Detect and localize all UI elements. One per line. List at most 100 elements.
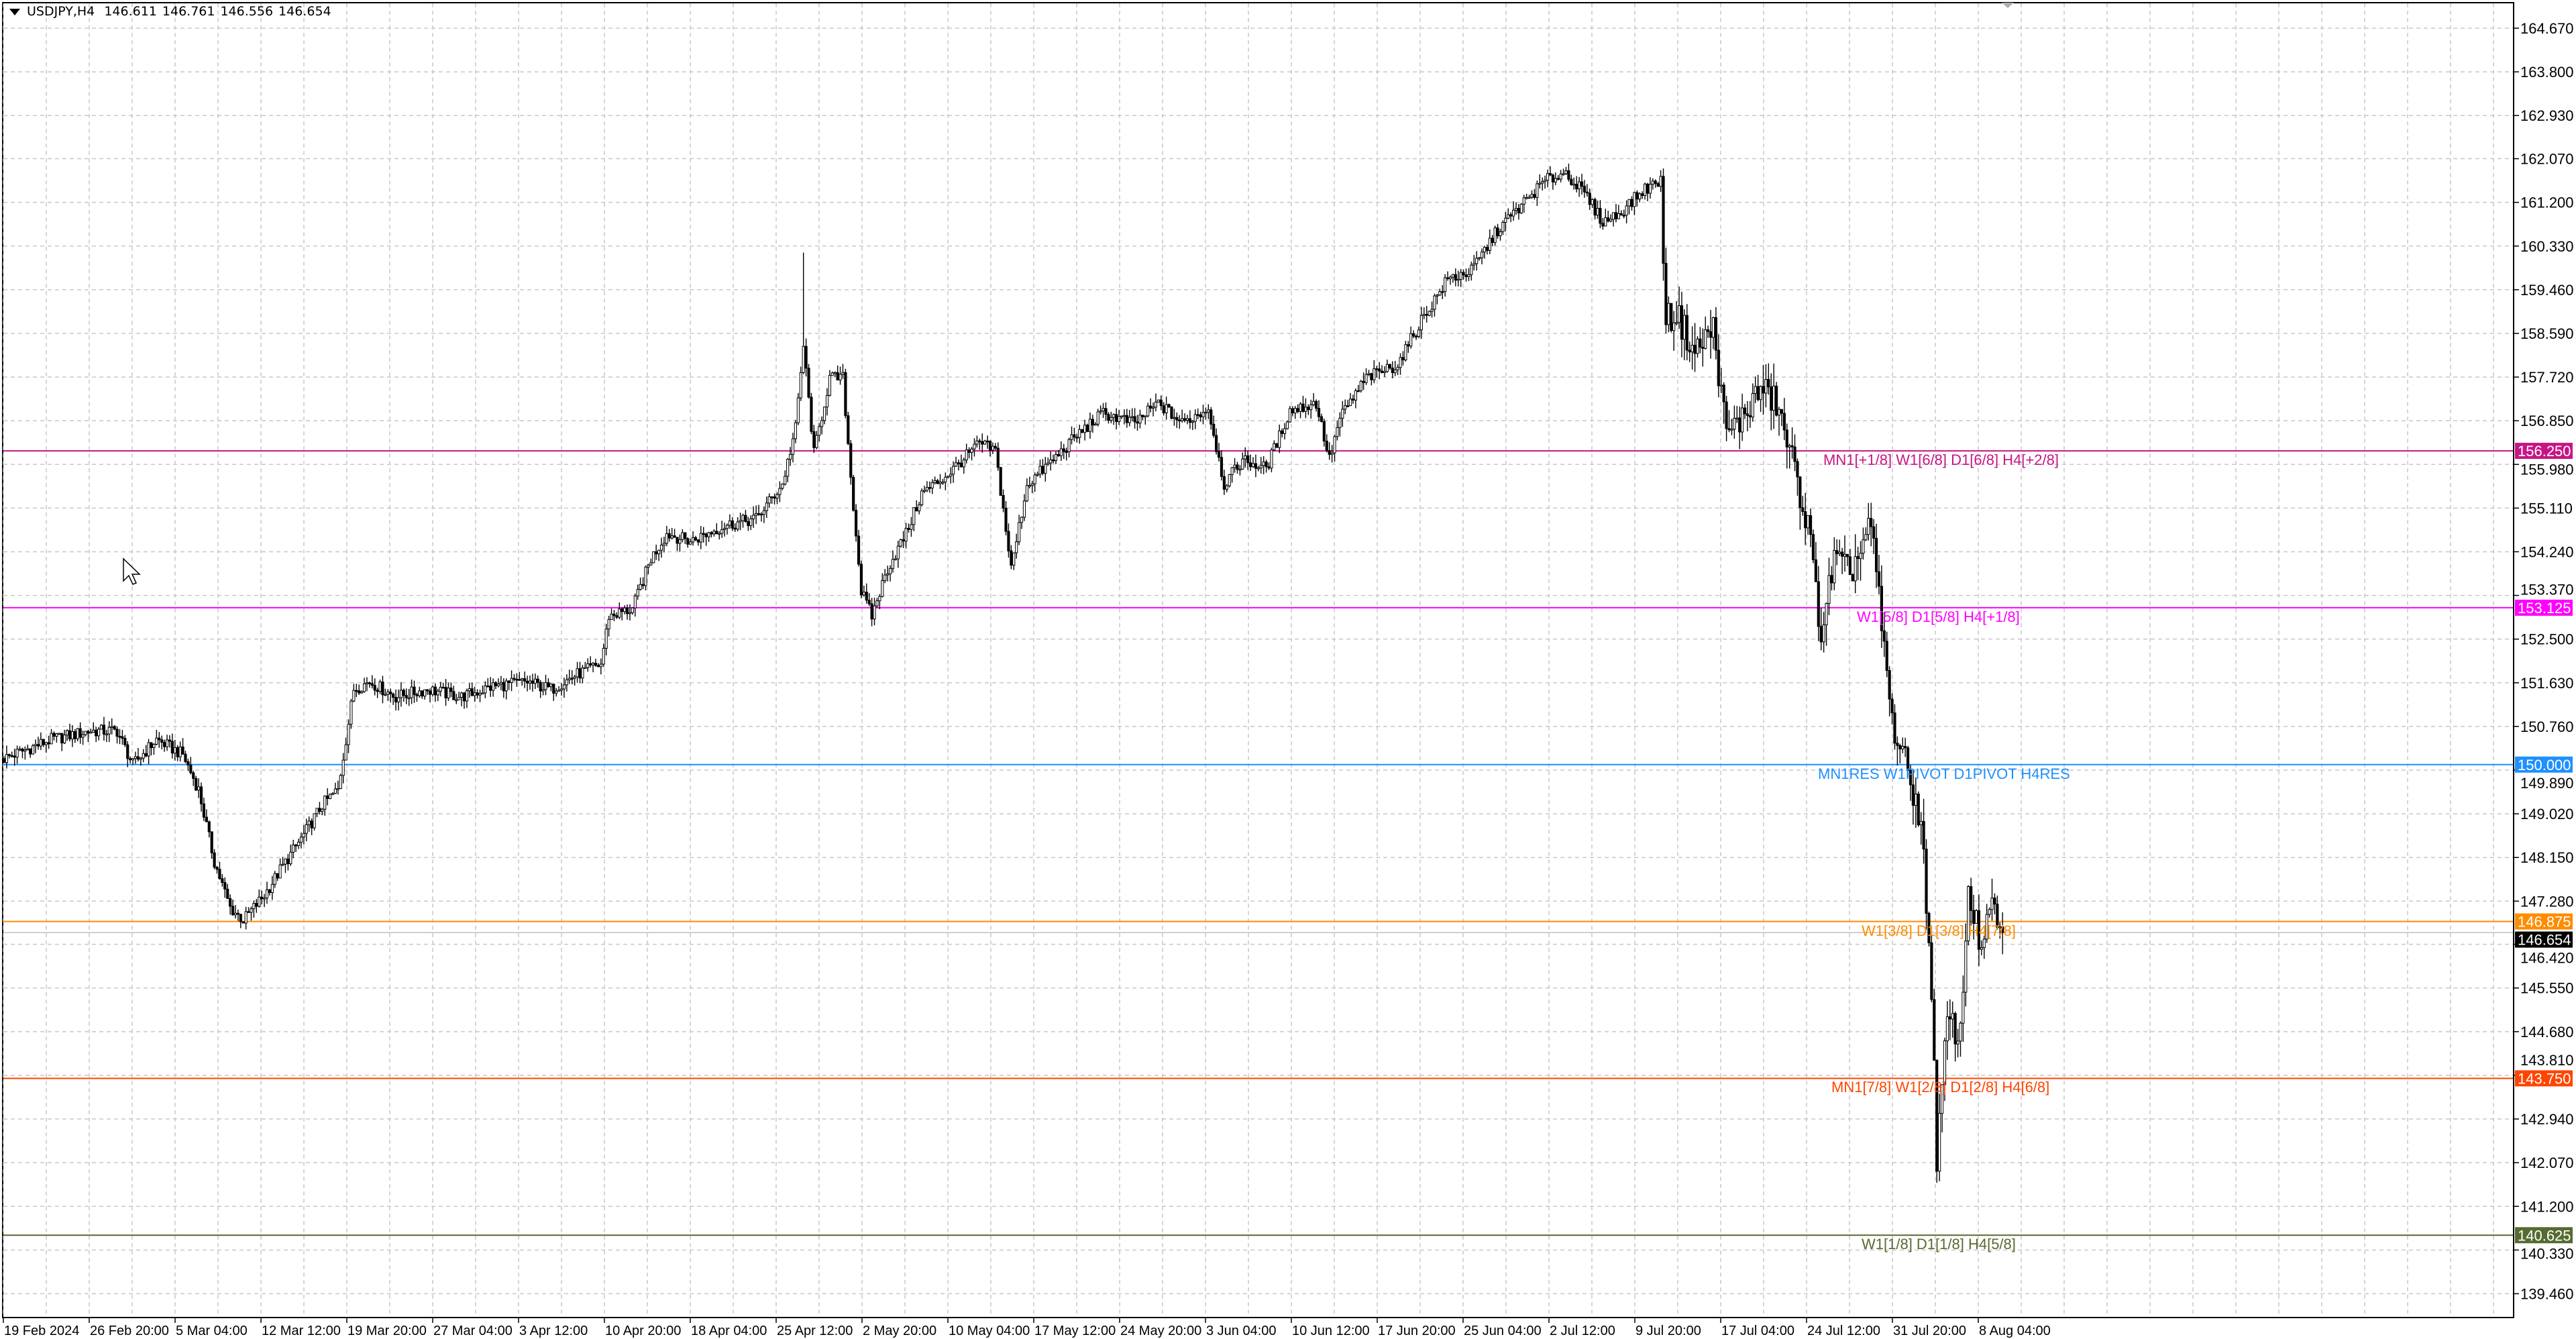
- candle: [326, 788, 329, 806]
- candle-body-bear: [218, 869, 221, 879]
- price-tick-label: 155.980: [2520, 461, 2574, 478]
- candle-body-bear: [1911, 784, 1915, 806]
- candle-body-bull: [755, 513, 758, 516]
- candle: [1291, 406, 1294, 417]
- candle: [739, 513, 742, 531]
- candle: [286, 854, 290, 871]
- dropdown-triangle-icon[interactable]: [9, 8, 20, 15]
- candle: [1002, 489, 1005, 513]
- candle-body-bull: [131, 758, 135, 761]
- candle: [1690, 326, 1694, 370]
- candle: [1033, 472, 1036, 492]
- candle-body-bear: [1656, 183, 1660, 187]
- price-tick-label: 162.930: [2520, 107, 2574, 124]
- candle-body-bull: [1238, 468, 1242, 471]
- candle-body-bear: [1301, 403, 1305, 412]
- candle: [186, 758, 190, 771]
- candle: [744, 510, 747, 523]
- candle: [1093, 422, 1097, 426]
- candle: [1593, 197, 1597, 220]
- candle: [1519, 203, 1523, 214]
- candle: [478, 689, 482, 702]
- candle: [847, 411, 850, 445]
- candle: [1717, 334, 1720, 398]
- candle-body-bear: [870, 603, 873, 620]
- candle: [1917, 791, 1920, 827]
- candle: [1448, 275, 1452, 285]
- ohlc-close: 146.654: [278, 4, 331, 19]
- candle: [1714, 307, 1718, 360]
- candle-body-bear: [1149, 405, 1152, 409]
- candle-body-bull: [384, 694, 387, 696]
- candle: [981, 433, 984, 453]
- candle-body-bull: [1083, 425, 1087, 433]
- candle: [1159, 395, 1163, 411]
- candle: [1927, 911, 1931, 947]
- candle: [904, 523, 908, 549]
- candle-body-bear: [1567, 170, 1570, 180]
- candle-body-bear: [513, 678, 516, 680]
- candle: [444, 679, 447, 706]
- candle: [667, 529, 671, 542]
- time-axis[interactable]: 19 Feb 2024 26 Feb 20:00 5 Mar 04:00 12 Mar…: [3, 1318, 2051, 1338]
- candle-body-bull: [752, 515, 755, 519]
- price-tick-label: 158.590: [2520, 325, 2574, 342]
- candle-body-bear: [1767, 378, 1770, 388]
- candle: [207, 820, 211, 838]
- candle-body-bull: [302, 833, 305, 838]
- candle-body-bull: [678, 539, 682, 544]
- candle: [820, 416, 824, 435]
- candle: [213, 849, 216, 869]
- candle: [115, 726, 119, 744]
- candle: [321, 808, 324, 816]
- candle-body-bear: [1159, 399, 1163, 407]
- candle-body-bear: [1774, 386, 1778, 416]
- candle-body-bull: [1304, 407, 1307, 412]
- candle-body-bear: [310, 820, 313, 828]
- candle-body-bull: [244, 911, 248, 924]
- candle: [176, 745, 179, 761]
- price-axis[interactable]: 164.670163.800162.930162.070161.200160.3…: [2514, 20, 2574, 1302]
- candle: [633, 593, 637, 617]
- level-label: MN1[7/8] W1[2/8] D1[2/8] H4[6/8]: [1831, 1079, 2050, 1096]
- candle: [722, 523, 727, 537]
- candle: [1478, 256, 1481, 261]
- price-tick-label: 140.330: [2520, 1245, 2574, 1262]
- candle-body-bull: [918, 504, 921, 512]
- candle: [121, 729, 124, 745]
- candle: [631, 607, 634, 615]
- candle: [1141, 415, 1144, 421]
- candle: [1672, 311, 1676, 351]
- candle: [1012, 552, 1016, 570]
- candle-body-bull: [197, 786, 201, 791]
- chart-area[interactable]: [2, 2, 2514, 1318]
- candle: [589, 656, 592, 667]
- candle: [1725, 396, 1728, 441]
- candle-body-bull: [1344, 405, 1347, 410]
- candle-body-bull: [839, 374, 842, 381]
- candle-body-bull: [1309, 404, 1313, 411]
- candle: [113, 725, 116, 731]
- candle-body-bull: [418, 690, 421, 696]
- candle-body-bull: [1696, 338, 1699, 354]
- candle: [278, 858, 282, 879]
- candle: [1157, 399, 1160, 403]
- candle-body-bear: [433, 686, 437, 696]
- candle: [1825, 602, 1828, 646]
- candle-body-bull: [1241, 458, 1244, 470]
- price-tick-label: 163.800: [2520, 64, 2574, 81]
- candle: [421, 690, 424, 699]
- candle-body-bear: [121, 736, 124, 739]
- candle: [241, 921, 245, 924]
- candle: [623, 605, 627, 614]
- candle-body-bull: [1054, 453, 1058, 462]
- shift-marker-icon[interactable]: [2002, 3, 2014, 8]
- candle-body-bear: [854, 510, 858, 537]
- candle-body-bull: [436, 690, 439, 696]
- candle: [1425, 306, 1428, 323]
- candle-body-bear: [1790, 445, 1794, 447]
- candle-body-bull: [297, 841, 301, 847]
- candle-body-bear: [1401, 357, 1405, 361]
- candle-body-bull: [378, 682, 382, 692]
